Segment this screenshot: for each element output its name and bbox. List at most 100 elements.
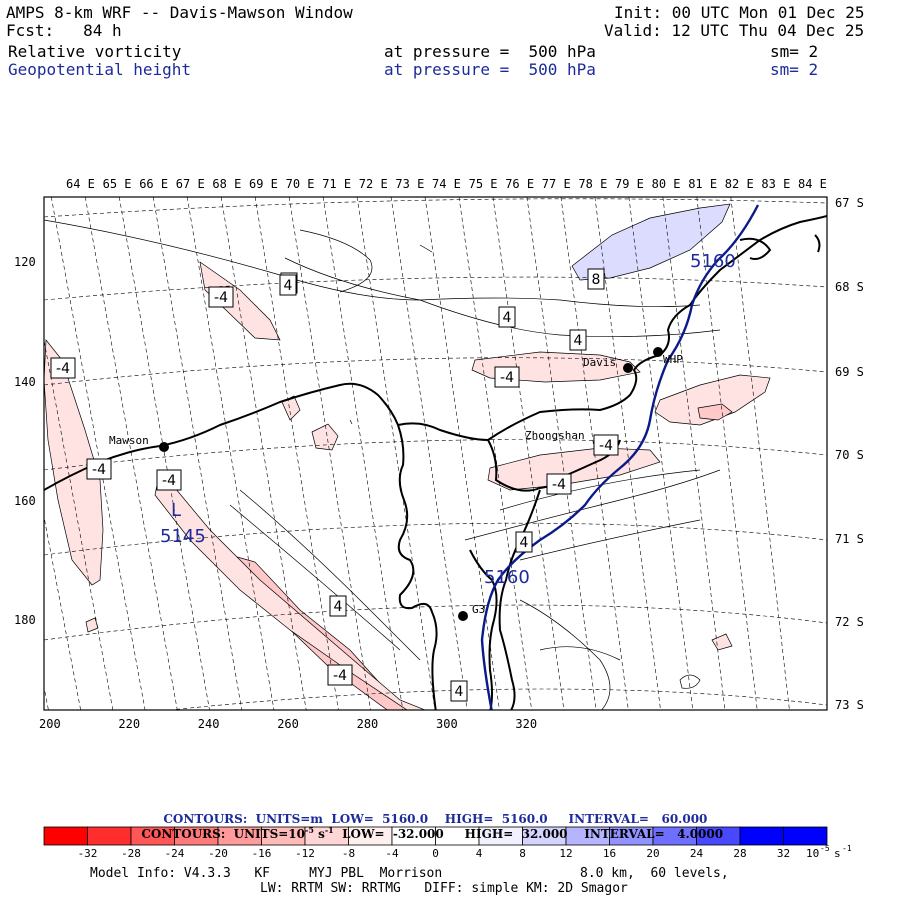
height-contour-label: 5160	[690, 251, 736, 272]
meridian	[356, 197, 436, 710]
meridian	[458, 197, 532, 710]
svg-text:8: 8	[592, 272, 601, 288]
svg-text:4: 4	[284, 278, 293, 294]
colorbar-label: 20	[646, 847, 659, 860]
vorticity-shading	[44, 203, 771, 710]
map-frame	[43, 196, 828, 711]
vorticity-contour-label: -4	[156, 469, 182, 491]
colorbar-label: 16	[603, 847, 616, 860]
latitude-label: 67 S	[835, 196, 864, 210]
colorbar-labels: -32 -28 -24 -20 -16 -12 -8 -4 0 4 8 12 16 20 24 28 32	[78, 847, 791, 860]
meridian	[322, 197, 404, 710]
meridian	[560, 197, 629, 710]
svg-text:4: 4	[520, 535, 529, 551]
vorticity-contour-label: -4	[86, 458, 112, 480]
y-tick-label: 160	[14, 494, 36, 508]
station-label-mawson: Mawson	[109, 434, 149, 447]
colorbar-label: 24	[690, 847, 704, 860]
x-tick-label: 300	[436, 717, 458, 731]
x-tick-label: 200	[39, 717, 61, 731]
vorticity-contour-label: 4	[569, 329, 587, 351]
svg-text:10: 10	[806, 847, 819, 860]
meridian	[594, 197, 661, 710]
colorbar	[43, 826, 828, 846]
height-contour-label: 5160	[484, 567, 530, 588]
vorticity-contour-label: -4	[327, 664, 353, 686]
vorticity-labels: 4484-4-4-4-4-4-444-44-44	[50, 268, 619, 702]
model-info: Model Info: V4.3.3 KF MYJ PBL Morrison	[90, 866, 443, 881]
low-center-letter: L	[171, 500, 181, 521]
height-contour-info: CONTOURS: UNITS=m LOW= 5160.0 HIGH= 5160…	[163, 812, 708, 826]
longitude-label: 73 E	[395, 177, 424, 191]
latitude-label: 69 S	[835, 365, 864, 379]
latitude-label: 72 S	[835, 615, 864, 629]
colorbar-segment	[783, 826, 828, 846]
longitude-label: 82 E	[725, 177, 754, 191]
longitude-label: 74 E	[432, 177, 461, 191]
station-label-whp: WHP	[663, 353, 683, 366]
station-label-davis: Davis	[583, 356, 616, 369]
colorbar-unit: 10 -5 s -1	[806, 844, 852, 860]
vorticity-contour-label: 4	[279, 274, 297, 296]
y-tick-label: 180	[14, 613, 36, 627]
latitude-label: 68 S	[835, 280, 864, 294]
x-tick-label: 320	[515, 717, 537, 731]
station-marker	[458, 611, 468, 621]
meridian	[492, 197, 565, 710]
colorbar-segment	[43, 826, 88, 846]
colorbar-label: 4	[476, 847, 483, 860]
longitude-label: 80 E	[652, 177, 681, 191]
colorbar-label: -4	[385, 847, 399, 860]
longitude-label: 67 E	[176, 177, 205, 191]
vorticity-contour-label: 4	[498, 306, 516, 328]
colorbar-label: -8	[342, 847, 355, 860]
longitude-label: 65 E	[103, 177, 132, 191]
x-tick-label: 240	[198, 717, 220, 731]
vorticity-contour-label: -4	[494, 366, 520, 388]
svg-text:-4: -4	[500, 370, 514, 386]
station-marker	[623, 363, 633, 373]
station-marker	[653, 347, 663, 357]
colorbar-label: 28	[733, 847, 746, 860]
longitude-label: 78 E	[578, 177, 607, 191]
svg-text:-4: -4	[552, 477, 566, 493]
field2-level: at pressure = 500 hPa	[384, 60, 596, 79]
svg-text:-4: -4	[162, 473, 176, 489]
longitude-label: 81 E	[688, 177, 717, 191]
model-physics: LW: RRTM SW: RRTMG DIFF: simple KM: 2D S…	[260, 881, 628, 896]
longitude-label: 66 E	[139, 177, 168, 191]
meridian	[526, 197, 597, 710]
latitude-label: 70 S	[835, 448, 864, 462]
meridian	[254, 197, 339, 710]
svg-text:4: 4	[503, 310, 512, 326]
longitude-label: 70 E	[286, 177, 315, 191]
init-time: Init: 00 UTC Mon 01 Dec 25	[614, 3, 865, 22]
forecast-hour: Fcst: 84 h	[6, 21, 122, 40]
vorticity-contour-label: -4	[208, 286, 234, 308]
colorbar-label: -24	[165, 847, 185, 860]
longitude-label: 79 E	[615, 177, 644, 191]
station-label-g3: G3	[472, 603, 485, 616]
svg-text:-1: -1	[842, 844, 852, 853]
vorticity-contour-label: 4	[450, 680, 468, 702]
longitude-label: 83 E	[761, 177, 790, 191]
colorbar-label: -32	[78, 847, 98, 860]
meridian	[186, 197, 275, 710]
latitude-label: 73 S	[835, 698, 864, 712]
svg-text:-4: -4	[333, 668, 347, 684]
colorbar-label: -28	[121, 847, 141, 860]
latitude-label: 71 S	[835, 532, 864, 546]
map-title: AMPS 8-km WRF -- Davis-Mawson Window	[6, 3, 353, 22]
colorbar-label: -20	[208, 847, 228, 860]
latitude-axis: 67 S 68 S 69 S 70 S 71 S 72 S 73 S	[835, 196, 864, 712]
longitude-label: 84 E	[798, 177, 827, 191]
longitude-label: 68 E	[212, 177, 241, 191]
svg-text:s: s	[834, 847, 841, 860]
meridian	[730, 197, 790, 710]
field1-name: Relative vorticity	[8, 42, 182, 61]
longitude-label: 77 E	[542, 177, 571, 191]
svg-text:4: 4	[334, 599, 343, 615]
station-label-zhongshan: Zhongshan	[525, 429, 585, 442]
y-tick-label: 140	[14, 375, 36, 389]
